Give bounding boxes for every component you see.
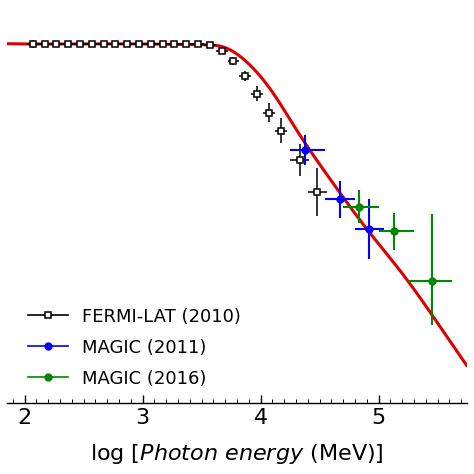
Text: log [$\it{Photon\ energy}$ (MeV)]: log [$\it{Photon\ energy}$ (MeV)] xyxy=(90,443,384,466)
Legend: FERMI-LAT (2010), MAGIC (2011), MAGIC (2016): FERMI-LAT (2010), MAGIC (2011), MAGIC (2… xyxy=(21,301,248,395)
